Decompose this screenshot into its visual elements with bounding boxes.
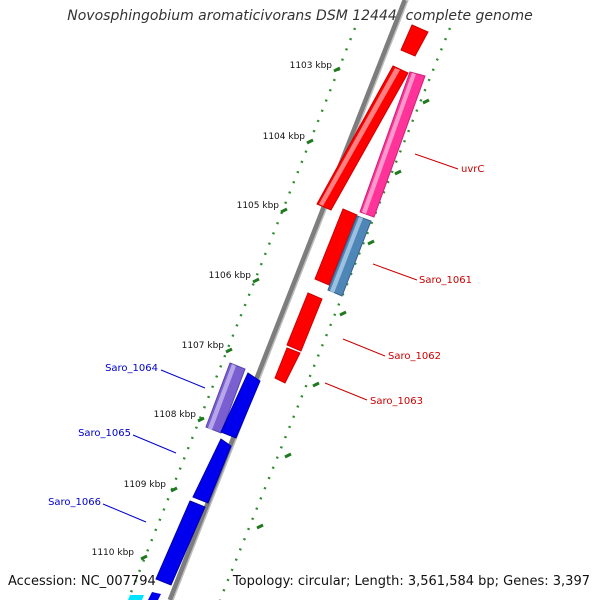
gene-blue-1[interactable] <box>220 372 261 439</box>
tick-1110: 1110 kbp <box>92 548 148 561</box>
tick-label: 1103 kbp <box>290 61 333 71</box>
tick-label: 1106 kbp <box>209 271 252 281</box>
label-Saro_1064[interactable]: Saro_1064 <box>105 363 206 389</box>
gene-label: uvrC <box>461 164 484 175</box>
tick-1109: 1109 kbp <box>124 480 178 493</box>
gene-label: Saro_1061 <box>419 275 472 286</box>
tick-label: 1110 kbp <box>92 548 135 558</box>
gene-uvrC[interactable] <box>359 71 426 218</box>
gene-label: Saro_1065 <box>78 428 131 439</box>
label-Saro_1065[interactable]: Saro_1065 <box>78 428 177 454</box>
tick-1106: 1106 kbp <box>209 271 260 284</box>
gene-Saro_1061[interactable] <box>327 215 372 297</box>
gene-Saro_1066[interactable] <box>155 500 206 586</box>
genome-info-text: Topology: circular; Length: 3,561,584 bp… <box>232 574 590 589</box>
tick-1103: 1103 kbp <box>290 61 341 73</box>
tick-1108: 1108 kbp <box>154 410 205 423</box>
genome-backbone <box>167 0 408 600</box>
gene-Saro_1062[interactable] <box>286 292 323 352</box>
tick-label: 1105 kbp <box>237 201 280 211</box>
label-uvrC[interactable]: uvrC <box>414 153 484 175</box>
label-Saro_1063[interactable]: Saro_1063 <box>324 382 423 407</box>
map-title: Novosphingobium aromaticivorans DSM 1244… <box>67 8 533 24</box>
gene-Saro_1065[interactable] <box>192 438 232 504</box>
outer-tick-track <box>126 27 357 600</box>
tick-label: 1104 kbp <box>263 132 306 142</box>
tick-label: 1109 kbp <box>124 480 167 490</box>
inner-minor-ticks <box>256 98 430 530</box>
tick-1107: 1107 kbp <box>182 341 233 354</box>
tick-1105: 1105 kbp <box>237 201 288 214</box>
accession-text: Accession: NC_007794 <box>8 574 156 589</box>
gene-label: Saro_1066 <box>48 497 101 508</box>
gene-red-1[interactable] <box>316 65 409 211</box>
gene-Saro_1063[interactable] <box>274 347 301 384</box>
gene-red-2[interactable] <box>314 208 358 286</box>
gene-label: Saro_1063 <box>370 396 423 407</box>
inner-tick-track <box>218 27 452 600</box>
tick-label: 1107 kbp <box>182 341 225 351</box>
gene-bottom-blue[interactable] <box>148 592 161 600</box>
gene-label: Saro_1064 <box>105 363 158 374</box>
label-Saro_1066[interactable]: Saro_1066 <box>48 497 147 523</box>
label-Saro_1061[interactable]: Saro_1061 <box>372 263 472 286</box>
gene-top-red[interactable] <box>400 24 429 57</box>
genome-backbone-highlight <box>172 0 409 600</box>
tick-label: 1108 kbp <box>154 410 197 420</box>
tick-1104: 1104 kbp <box>263 132 314 145</box>
label-Saro_1062[interactable]: Saro_1062 <box>342 338 441 362</box>
gene-bottom-cyan[interactable] <box>128 595 144 600</box>
gene-label: Saro_1062 <box>388 351 441 362</box>
gene-Saro_1064[interactable] <box>205 362 246 434</box>
